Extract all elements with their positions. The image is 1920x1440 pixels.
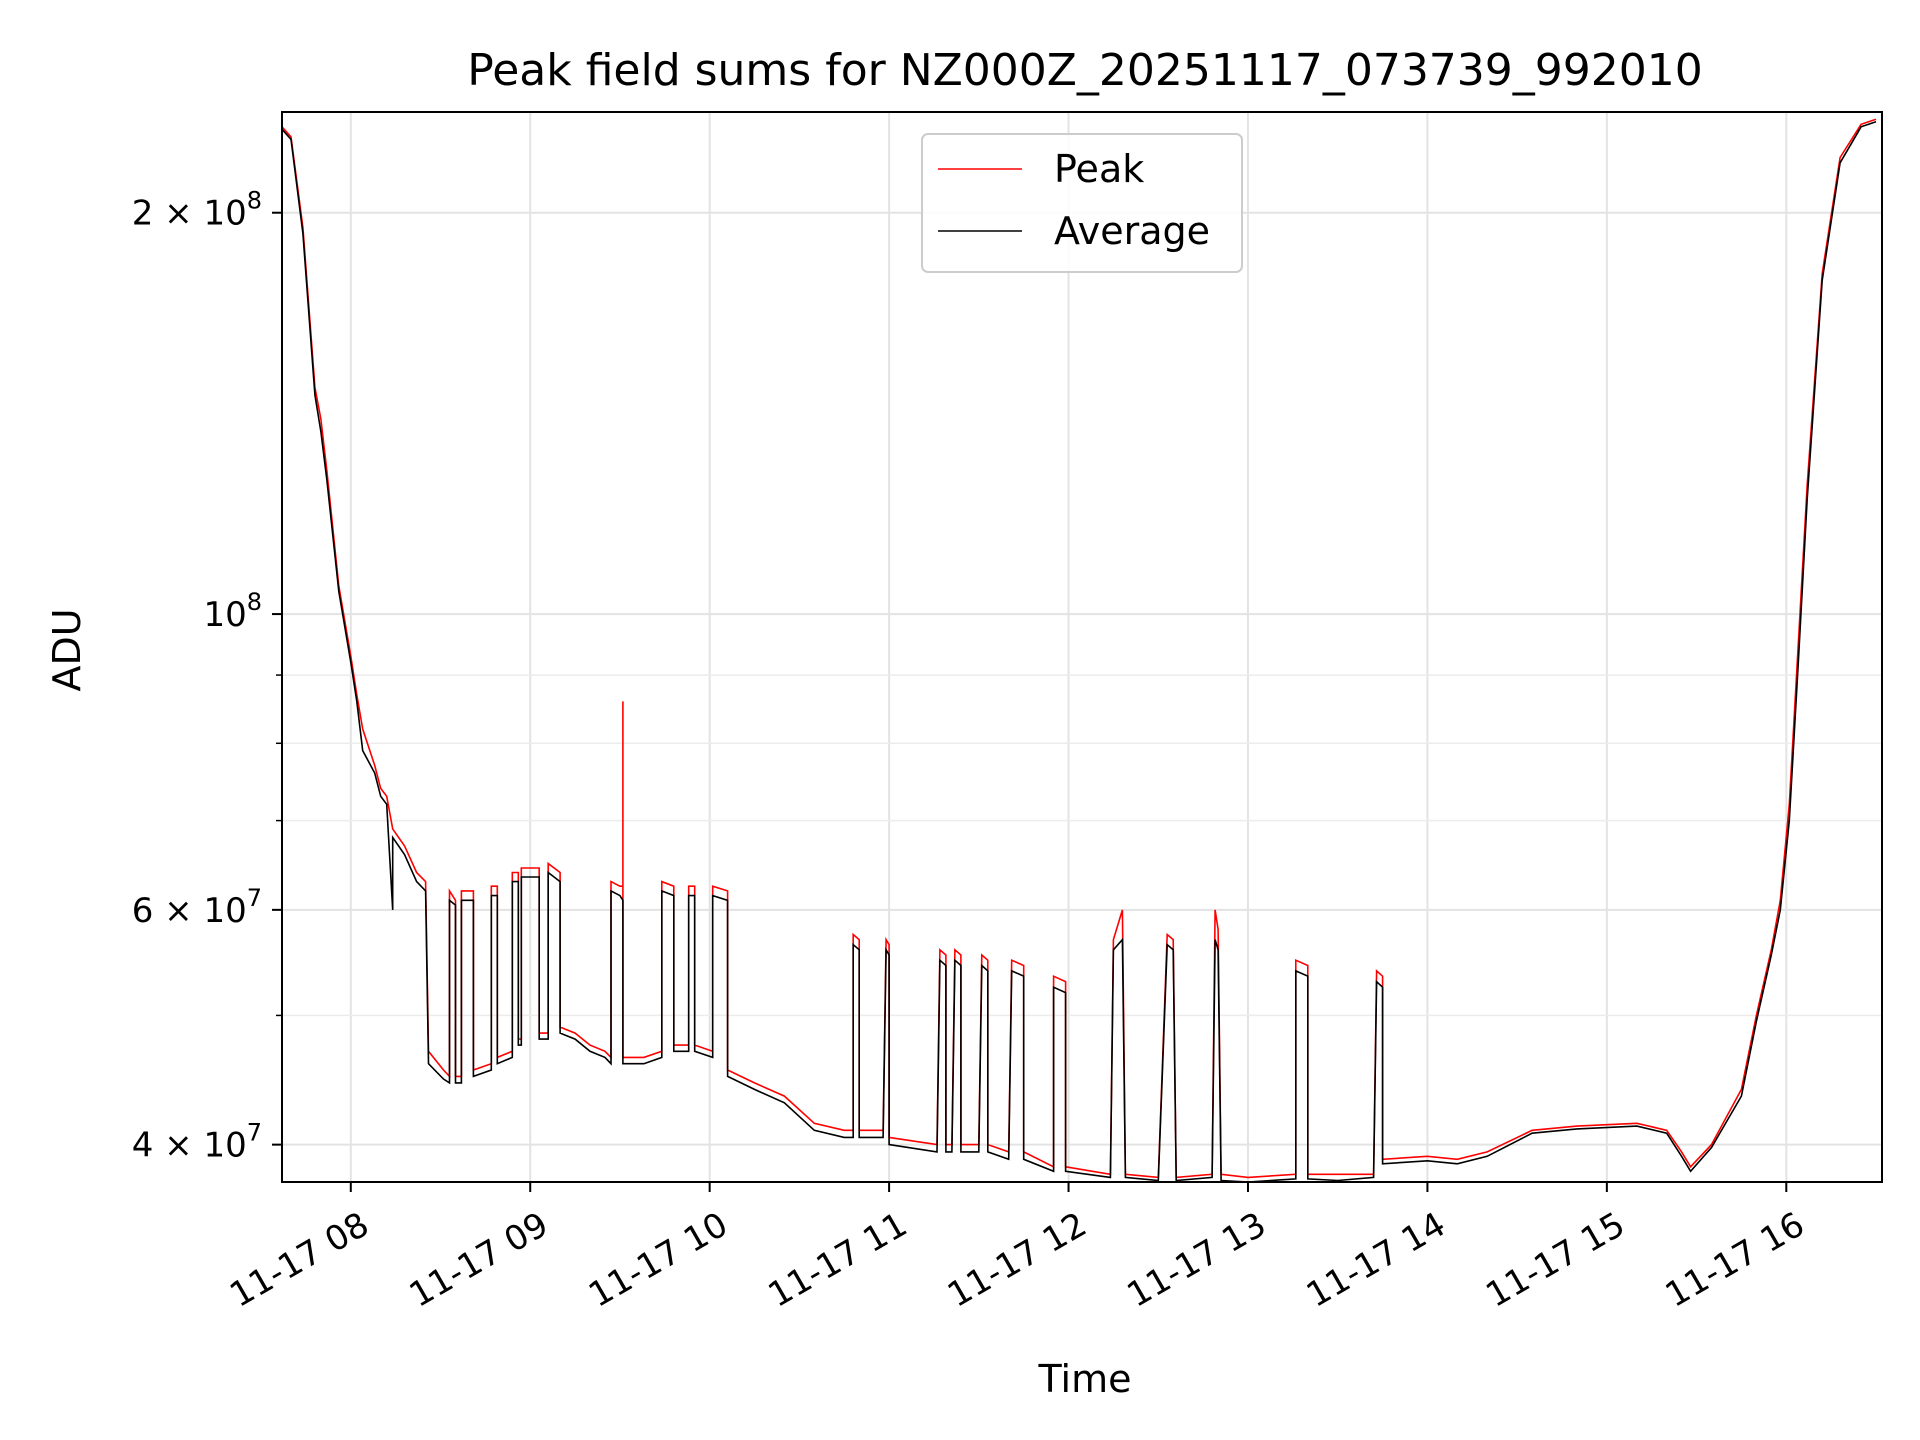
x-tick-label: 11-17 10 — [582, 1205, 734, 1316]
y-tick-label: 6 × 107 — [132, 884, 262, 931]
y-tick-label: 108 — [203, 588, 262, 635]
legend-label-peak: Peak — [1054, 147, 1144, 191]
plot-frame — [281, 111, 1883, 1183]
legend-label-average: Average — [1054, 209, 1210, 253]
y-tick-label: 2 × 108 — [132, 187, 262, 234]
x-tick-label: 11-17 11 — [762, 1205, 914, 1316]
y-axis-label: ADU — [45, 608, 89, 691]
ticks: 11-17 08 11-17 09 11-17 10 11-17 11 11-17 12… — [132, 187, 1811, 1316]
x-tick-label: 11-17 13 — [1120, 1205, 1272, 1316]
x-tick-label: 11-17 16 — [1659, 1205, 1811, 1316]
legend: Peak Average — [921, 133, 1243, 273]
x-axis-label: Time — [1038, 1357, 1132, 1401]
series-layer — [281, 118, 1877, 1183]
x-tick-label: 11-17 12 — [941, 1205, 1093, 1316]
series-line-average — [281, 121, 1877, 1183]
x-tick-label: 11-17 15 — [1479, 1205, 1631, 1316]
x-tick-label: 11-17 08 — [223, 1205, 375, 1316]
x-tick-label: 11-17 14 — [1300, 1205, 1452, 1316]
chart-title: Peak field sums for NZ000Z_20251117_0737… — [467, 45, 1703, 96]
y-tick-label: 4 × 107 — [132, 1119, 262, 1166]
x-tick-label: 11-17 09 — [403, 1205, 555, 1316]
